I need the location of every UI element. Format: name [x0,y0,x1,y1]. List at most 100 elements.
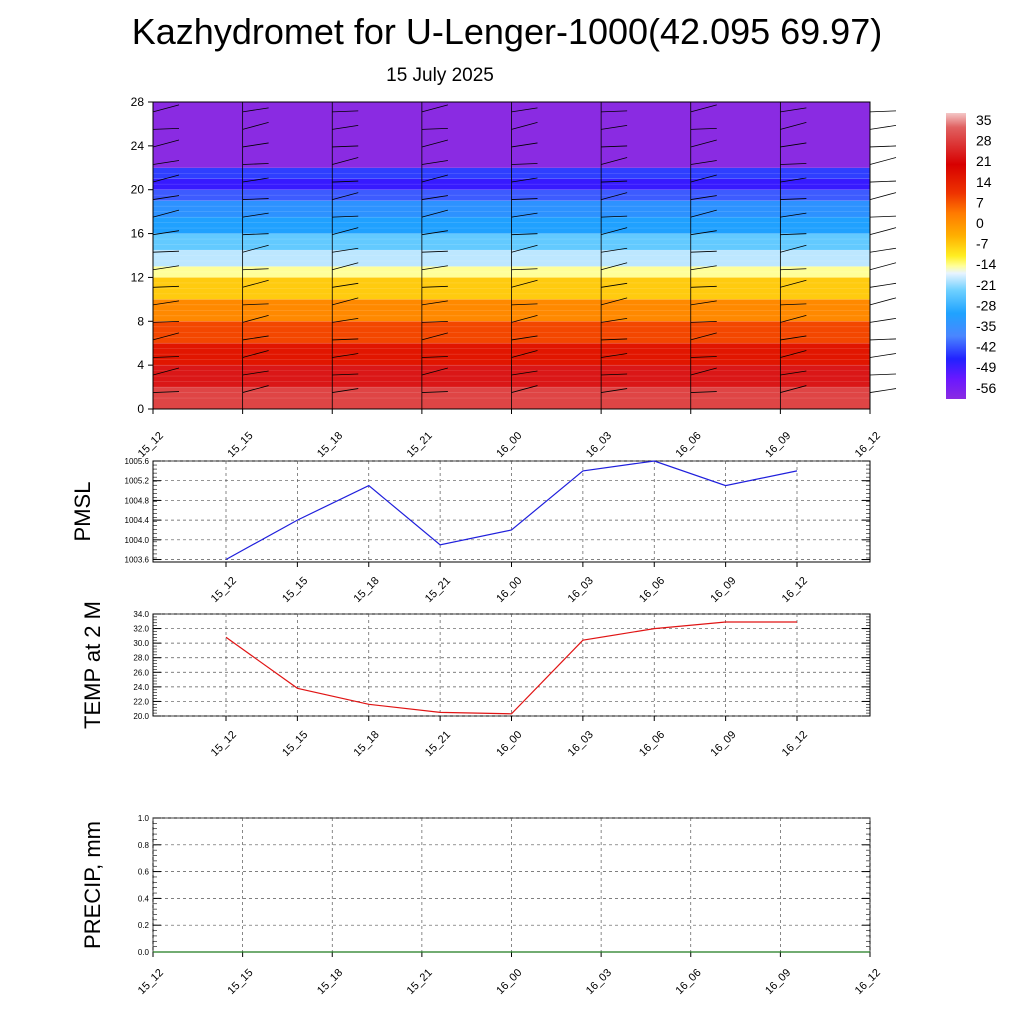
wind-barb [601,227,628,236]
y-axis-label: PMSL [70,482,95,542]
wind-barb [152,209,180,218]
pmsl-line [225,460,798,561]
wind-barb [780,350,807,358]
chart-date: 15 July 2025 [386,65,494,86]
wind-barb [152,104,180,113]
wind-barb [601,192,628,200]
x-tick-label: 15_12 [136,967,166,997]
x-tick-label: 16_06 [637,575,667,605]
wind-barb [690,160,717,165]
wind-barb [332,317,359,323]
wind-barb [152,174,180,183]
wind-barb [242,198,269,200]
wind-barb [421,230,448,236]
wind-barb [242,212,269,218]
x-tick-label: 15_18 [352,575,382,605]
wind-barb [780,212,807,218]
wind-barb [242,177,269,183]
wind-barb [780,177,807,183]
colorbar-label: 7 [976,194,984,210]
wind-barb [690,128,717,130]
y-tick-label: 26.0 [133,668,149,677]
temp-2m-panel: 20.0 22.0 24.0 26.0 28.0 30.0 32.0 34.0 15_12 15_… [80,601,871,759]
y-tick-label: 1004.8 [125,496,150,505]
y-tick-label: 0 [137,402,144,416]
x-tick-label: 16_00 [494,430,524,460]
wind-barb [242,279,269,288]
wind-barb [780,163,807,165]
wind-barb [780,370,807,376]
wind-barb [152,128,180,130]
colorbar-label: 35 [976,112,992,128]
wind-barb [869,192,897,200]
wind-barb [780,335,807,341]
wind-barb [242,142,269,148]
y-tick-label: 8 [137,314,144,328]
wind-barb [601,317,628,323]
wind-barb [511,122,538,130]
x-tick-label: 15_12 [209,575,239,605]
wind-barb [780,279,807,288]
wind-barb [332,282,359,288]
wind-barb [421,391,448,393]
wind-barb [152,367,180,376]
wind-barb [869,388,897,393]
wind-barb [511,385,538,393]
colorbar-label: 0 [976,215,984,231]
chart-title: Kazhydromet for U-Lenger-1000(42.095 69.… [131,11,883,52]
wind-barb [421,320,448,323]
wind-barb [601,297,628,306]
wind-barb [869,373,897,376]
y-tick-label: 34.0 [133,610,149,619]
wind-barb [601,110,628,113]
wind-barb [690,332,717,341]
wind-barb [332,157,359,165]
wind-barb [601,388,628,393]
x-tick-label: 16_03 [584,430,614,460]
x-tick-label: 15_12 [209,729,239,759]
x-tick-label: 15_18 [315,967,345,997]
precip-panel: 0.0 0.2 0.4 0.6 0.8 1.0 15_12 15_15 15_18 15_21 16… [80,814,883,997]
y-tick-label: 24.0 [133,683,149,692]
wind-barb [780,268,807,271]
wind-barb [780,244,807,253]
wind-barb [869,227,897,236]
wind-barb [152,391,180,393]
wind-barb [421,332,448,341]
y-tick-label: 16 [131,227,145,241]
y-axis-label: PRECIP, mm [80,821,105,949]
wind-barb [152,139,180,148]
wind-barb [511,370,538,376]
wind-barb [601,180,628,183]
x-tick-label: 16_09 [708,729,738,759]
wind-barb [601,145,628,148]
wind-barb [690,356,717,358]
y-tick-label: 20.0 [133,712,149,721]
wind-barb [601,373,628,376]
wind-barb [601,125,628,130]
wind-barb [152,332,180,341]
wind-barb [242,335,269,341]
x-tick-label: 16_09 [708,575,738,605]
wind-barb [601,157,628,165]
wind-barb [421,265,448,271]
colorbar-label: -14 [976,256,996,272]
wind-barb [690,391,717,393]
wind-barb [332,373,359,376]
y-tick-label: 28 [131,95,145,109]
wind-barb [601,353,628,358]
wind-barb [511,142,538,148]
wind-barb [869,338,897,341]
wind-barb [869,215,897,218]
wind-barb [421,160,448,165]
wind-barb [332,297,359,306]
colorbar-label: 21 [976,153,992,169]
x-tick-label: 15_15 [225,430,255,460]
wind-barb [869,317,897,323]
wind-barb [511,163,538,165]
wind-barb [511,177,538,183]
colorbar-label: -28 [976,297,996,313]
wind-barb [601,282,628,288]
y-tick-label: 0.8 [138,841,150,850]
